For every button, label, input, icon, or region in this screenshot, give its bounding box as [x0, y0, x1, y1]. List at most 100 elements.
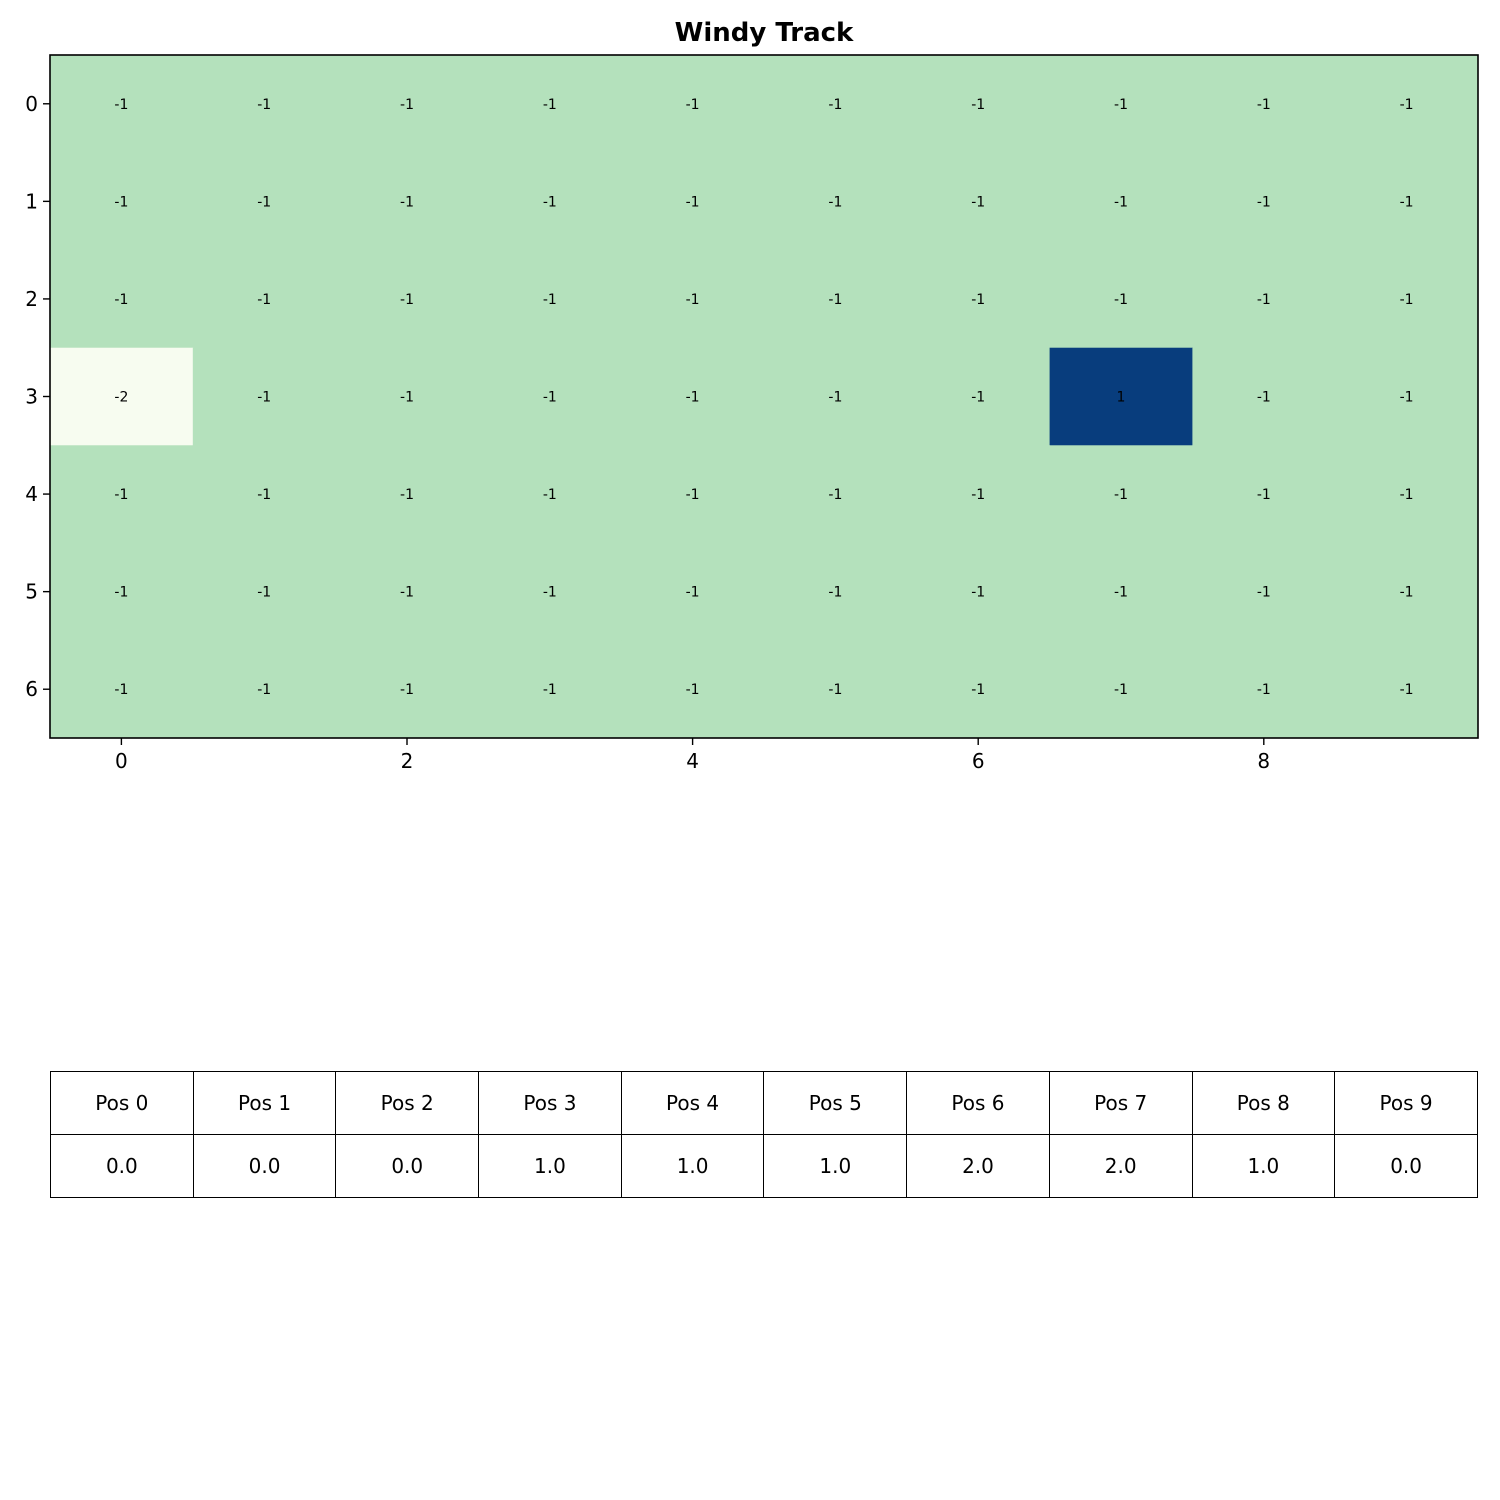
cell-value-label: -1 [1257, 487, 1271, 503]
heatmap-cell [478, 445, 622, 544]
heatmap-cell [192, 640, 337, 739]
x-tick-label: 8 [1257, 749, 1270, 773]
table-header-cell: Pos 4 [620, 1071, 765, 1135]
heatmap-cell [335, 445, 479, 544]
heatmap-cell [621, 640, 765, 739]
table-value-row: 0.0 0.0 0.0 1.0 1.0 1.0 2.0 2.0 1.0 0.0 [50, 1134, 1478, 1198]
heatmap-cell [1049, 347, 1193, 446]
cell-value-label: -1 [1257, 682, 1271, 698]
table-header-cell: Pos 8 [1191, 1071, 1336, 1135]
heatmap-cell [50, 347, 194, 446]
cell-value-label: -1 [1400, 487, 1414, 503]
cell-value-label: -1 [1400, 292, 1414, 308]
heatmap-cell [1192, 55, 1336, 154]
heatmap-cell [478, 55, 622, 154]
x-tick-label: 6 [972, 749, 985, 773]
heatmap-cell [906, 640, 1051, 739]
table-header-row: Pos 0 Pos 1 Pos 2 Pos 3 Pos 4 Pos 5 Pos 6 Pos 7… [50, 1071, 1478, 1135]
cell-value-label: -1 [971, 97, 985, 113]
table-header-cell: Pos 5 [763, 1071, 908, 1135]
cell-value-label: -1 [971, 585, 985, 601]
heatmap-cell [335, 542, 479, 641]
cell-value-label: -1 [686, 97, 700, 113]
cell-value-label: -1 [1114, 194, 1128, 210]
cell-value-label: -1 [971, 194, 985, 210]
heatmap-cell-labels: -1 -1 -1 -1 -1 -1 -1 -1 -1 -1 -1 -1 -1 -1 -1 -1 -1 -1 -1 -1… [114, 97, 1413, 698]
y-tick-label: 3 [25, 385, 38, 409]
heatmap-cell [906, 445, 1051, 544]
cell-value-label: -1 [400, 682, 414, 698]
cell-value-label: -1 [1114, 487, 1128, 503]
heatmap-cell [1335, 542, 1479, 641]
heatmap-cell [764, 55, 908, 154]
cell-value-label: -1 [114, 585, 128, 601]
cell-value-label: -1 [543, 292, 557, 308]
cell-value-label: -1 [1114, 292, 1128, 308]
cell-value-label: -1 [543, 97, 557, 113]
cell-value-label: -1 [543, 585, 557, 601]
cell-value-label: -1 [257, 585, 271, 601]
heatmap-cell [1192, 640, 1336, 739]
cell-value-label: -1 [1257, 390, 1271, 406]
y-axis: 0 1 2 3 4 5 6 [25, 92, 50, 701]
cell-value-label: -1 [1257, 97, 1271, 113]
heatmap-cell [192, 152, 337, 251]
heatmap-cell [192, 55, 337, 154]
table-value-cell: 0.0 [192, 1134, 337, 1198]
heatmap-cell [1335, 445, 1479, 544]
x-axis: 0 2 4 6 8 [115, 738, 1270, 773]
cell-value-label: -1 [400, 97, 414, 113]
heatmap-cell [50, 152, 194, 251]
y-tick-label: 2 [25, 287, 38, 311]
table-value-cell: 2.0 [1048, 1134, 1193, 1198]
cell-value-label: -1 [686, 194, 700, 210]
heatmap-cell [478, 152, 622, 251]
cell-value-label: -1 [114, 194, 128, 210]
y-tick-label: 4 [25, 482, 38, 506]
cell-value-label: -1 [400, 487, 414, 503]
cell-value-label: -1 [400, 292, 414, 308]
heatmap-cell [764, 250, 908, 349]
table-header-cell: Pos 3 [478, 1071, 622, 1135]
cell-value-label: -2 [114, 390, 128, 406]
cell-value-label: -1 [828, 487, 842, 503]
x-tick-label: 0 [115, 749, 128, 773]
cell-value-label: -1 [257, 487, 271, 503]
cell-value-label: -1 [686, 682, 700, 698]
cell-value-label: -1 [828, 682, 842, 698]
cell-value-label: -1 [114, 682, 128, 698]
table-value-cell: 2.0 [906, 1134, 1050, 1198]
table-value-cell: 0.0 [1334, 1134, 1478, 1198]
heatmap-cell [192, 250, 337, 349]
table-value-cell: 0.0 [50, 1134, 194, 1198]
y-tick-label: 5 [25, 580, 38, 604]
heatmap-cell [1049, 152, 1193, 251]
cell-value-label: -1 [543, 682, 557, 698]
table-value-cell: 1.0 [763, 1134, 908, 1198]
heatmap-cell [50, 445, 194, 544]
heatmap-cell [50, 250, 194, 349]
heatmap-cell [478, 542, 622, 641]
cell-value-label: -1 [1257, 194, 1271, 210]
cell-value-label: -1 [1400, 682, 1414, 698]
heatmap-cells [50, 55, 1479, 739]
cell-value-label: -1 [828, 194, 842, 210]
table-header-cell: Pos 6 [906, 1071, 1050, 1135]
heatmap-cell [1049, 55, 1193, 154]
cell-value-label: -1 [828, 292, 842, 308]
cell-value-label: -1 [686, 585, 700, 601]
table-value-cell: 1.0 [620, 1134, 765, 1198]
heatmap-cell [764, 542, 908, 641]
heatmap-cell [906, 347, 1051, 446]
cell-value-label: -1 [257, 682, 271, 698]
table-header-cell: Pos 0 [50, 1071, 194, 1135]
cell-value-label: -1 [971, 292, 985, 308]
cell-value-label: -1 [1114, 97, 1128, 113]
heatmap-cell [192, 542, 337, 641]
heatmap-cell [1335, 640, 1479, 739]
cell-value-label: -1 [257, 97, 271, 113]
cell-value-label: -1 [257, 292, 271, 308]
heatmap-cell [1335, 152, 1479, 251]
heatmap-cell [50, 542, 194, 641]
